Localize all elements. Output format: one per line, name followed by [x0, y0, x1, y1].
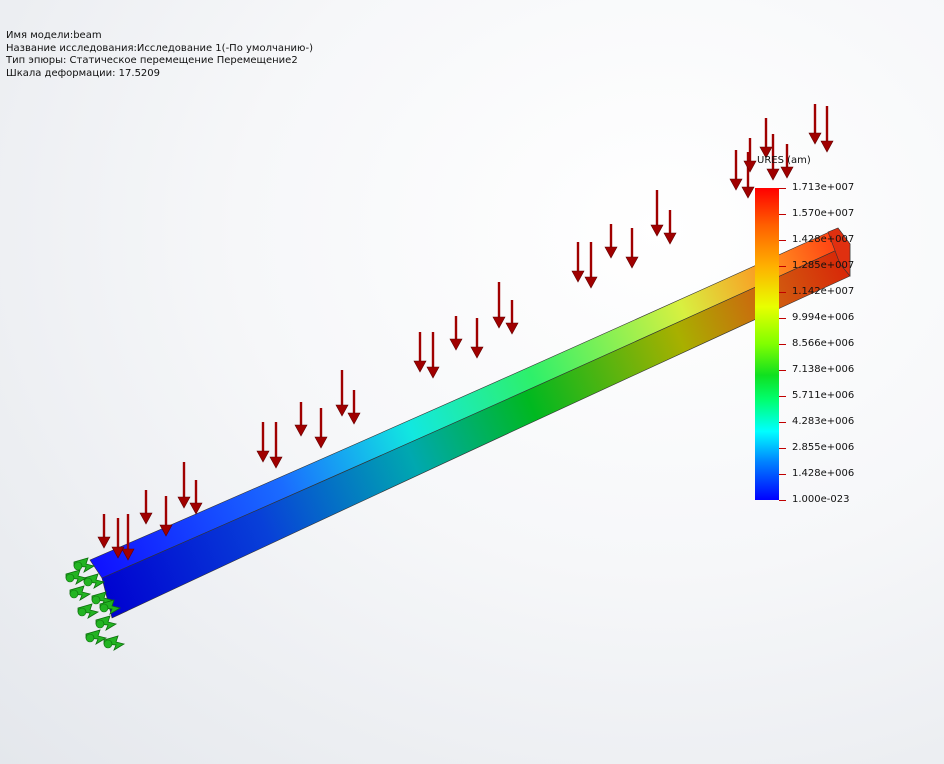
arrow-down-icon [347, 390, 361, 425]
legend-tick [779, 448, 786, 449]
legend-tick [779, 474, 786, 475]
legend-label: 1.428e+006 [792, 468, 855, 479]
arrow-down-icon [413, 332, 427, 373]
legend-label: 4.283e+006 [792, 416, 855, 427]
arrow-down-icon [139, 490, 153, 525]
legend-label: 1.285e+007 [792, 260, 855, 271]
load-arrows [97, 104, 834, 561]
legend-tick [779, 318, 786, 319]
legend-label: 1.713e+007 [792, 182, 855, 193]
legend-tick [779, 240, 786, 241]
arrow-down-icon [492, 282, 506, 329]
arrow-down-icon [159, 496, 173, 537]
plot-info: Имя модели:beam Название исследования:Ис… [6, 30, 313, 80]
beam-side-face [101, 243, 851, 619]
plot-type: Тип эпюры: Статическое перемещение Перем… [6, 55, 298, 66]
arrow-down-icon [294, 402, 308, 437]
arrow-down-icon [766, 134, 780, 181]
legend-label: 1.428e+007 [792, 234, 855, 245]
legend-tick [779, 188, 786, 189]
legend-tick [779, 266, 786, 267]
fixed-support-icon [65, 557, 126, 651]
deformation-scale: Шкала деформации: 17.5209 [6, 67, 161, 79]
legend-label: 1.570e+007 [792, 208, 855, 219]
arrow-down-icon [470, 318, 484, 359]
arrow-down-icon [743, 138, 757, 173]
arrow-down-icon [604, 224, 618, 259]
legend-label: 1.000e-023 [792, 494, 850, 505]
arrow-down-icon [505, 300, 519, 335]
legend-tick [779, 370, 786, 371]
arrow-down-icon [256, 422, 270, 463]
arrow-down-icon [121, 514, 135, 561]
arrow-down-icon [625, 228, 639, 269]
legend-label: 2.855e+006 [792, 442, 855, 453]
arrow-down-icon [97, 514, 111, 549]
arrow-down-icon [426, 332, 440, 379]
legend-label: 7.138e+006 [792, 364, 855, 375]
legend-tick [779, 344, 786, 345]
legend-unit: URES (am) [757, 155, 811, 166]
arrow-down-icon [449, 316, 463, 351]
legend-label: 8.566e+006 [792, 338, 855, 349]
arrow-down-icon [269, 422, 283, 469]
arrow-down-icon [571, 242, 585, 283]
model-name: Имя модели:beam [6, 30, 102, 41]
legend-color-bar [755, 188, 779, 500]
arrow-down-icon [111, 518, 125, 559]
legend-tick [779, 500, 786, 501]
arrow-down-icon [759, 118, 773, 159]
arrow-down-icon [820, 106, 834, 153]
beam-top-face [89, 227, 851, 579]
arrow-down-icon [584, 242, 598, 289]
arrow-down-icon [189, 480, 203, 515]
arrow-down-icon [663, 210, 677, 245]
arrow-down-icon [808, 104, 822, 145]
arrow-down-icon [741, 152, 755, 199]
legend-tick [779, 422, 786, 423]
arrow-down-icon [335, 370, 349, 417]
legend-tick [779, 214, 786, 215]
beam-end-face [827, 227, 851, 277]
legend-label: 1.142e+007 [792, 286, 855, 297]
legend-label: 5.711e+006 [792, 390, 855, 401]
beam[interactable] [89, 227, 851, 619]
legend-label: 9.994e+006 [792, 312, 855, 323]
legend-tick [779, 396, 786, 397]
arrow-down-icon [314, 408, 328, 449]
arrow-down-icon [650, 190, 664, 237]
legend-tick [779, 292, 786, 293]
arrow-down-icon [177, 462, 191, 509]
study-name: Название исследования:Исследование 1(-По… [6, 42, 313, 54]
arrow-down-icon [729, 150, 743, 191]
arrow-down-icon [780, 144, 794, 179]
